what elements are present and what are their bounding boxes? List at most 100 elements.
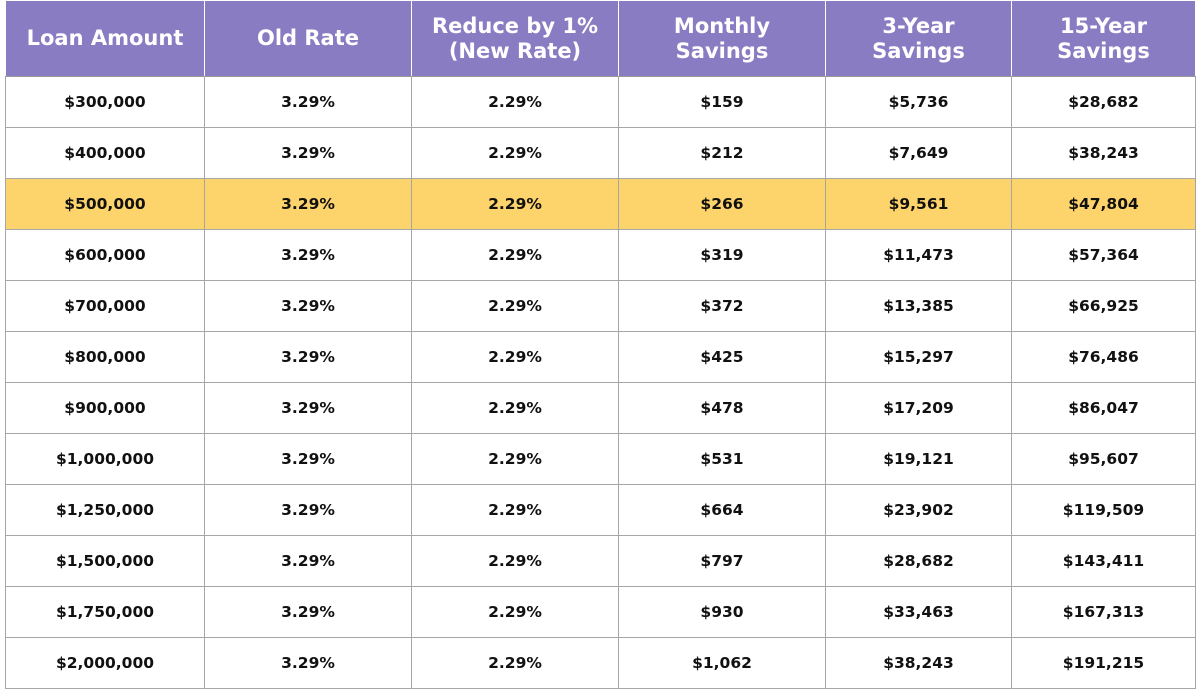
- cell-three-year-savings: $5,736: [825, 76, 1012, 128]
- cell-fifteen-year-savings: $38,243: [1011, 127, 1196, 179]
- column-header-monthly-savings: Monthly Savings: [618, 0, 826, 77]
- cell-new-rate: 2.29%: [411, 484, 619, 536]
- cell-fifteen-year-savings: $66,925: [1011, 280, 1196, 332]
- cell-monthly-savings: $797: [618, 535, 826, 587]
- cell-fifteen-year-savings: $47,804: [1011, 178, 1196, 230]
- column-header-line: 15-Year: [1060, 13, 1147, 38]
- cell-old-rate: 3.29%: [204, 586, 412, 638]
- column-header-line: Savings: [1057, 38, 1150, 63]
- cell-old-rate: 3.29%: [204, 637, 412, 689]
- cell-loan-amount: $700,000: [5, 280, 205, 332]
- column-header-line: Reduce by 1%: [431, 13, 599, 38]
- cell-three-year-savings: $7,649: [825, 127, 1012, 179]
- cell-old-rate: 3.29%: [204, 484, 412, 536]
- cell-three-year-savings: $28,682: [825, 535, 1012, 587]
- cell-loan-amount: $2,000,000: [5, 637, 205, 689]
- table-row: $2,000,000 3.29% 2.29% $1,062 $38,243 $191,21…: [5, 637, 1196, 689]
- cell-loan-amount: $300,000: [5, 76, 205, 128]
- cell-three-year-savings: $15,297: [825, 331, 1012, 383]
- cell-monthly-savings: $212: [618, 127, 826, 179]
- cell-new-rate: 2.29%: [411, 433, 619, 485]
- cell-loan-amount: $1,500,000: [5, 535, 205, 587]
- column-header-line: Old Rate: [256, 26, 360, 50]
- cell-three-year-savings: $11,473: [825, 229, 1012, 281]
- table-row-highlighted: $500,000 3.29% 2.29% $266 $9,561 $47,804: [5, 178, 1196, 230]
- cell-three-year-savings: $13,385: [825, 280, 1012, 332]
- cell-new-rate: 2.29%: [411, 535, 619, 587]
- cell-fifteen-year-savings: $76,486: [1011, 331, 1196, 383]
- column-header-new-rate: Reduce by 1% (New Rate): [411, 0, 619, 77]
- column-header-line: Monthly: [673, 13, 771, 38]
- cell-three-year-savings: $33,463: [825, 586, 1012, 638]
- cell-old-rate: 3.29%: [204, 127, 412, 179]
- cell-three-year-savings: $17,209: [825, 382, 1012, 434]
- cell-fifteen-year-savings: $95,607: [1011, 433, 1196, 485]
- cell-loan-amount: $400,000: [5, 127, 205, 179]
- table-row: $1,750,000 3.29% 2.29% $930 $33,463 $167,313: [5, 586, 1196, 638]
- cell-fifteen-year-savings: $119,509: [1011, 484, 1196, 536]
- cell-monthly-savings: $159: [618, 76, 826, 128]
- column-header-old-rate: Old Rate: [204, 0, 412, 77]
- cell-new-rate: 2.29%: [411, 280, 619, 332]
- table-row: $1,500,000 3.29% 2.29% $797 $28,682 $143,411: [5, 535, 1196, 587]
- table-row: $600,000 3.29% 2.29% $319 $11,473 $57,364: [5, 229, 1196, 281]
- column-header-three-year-savings: 3-Year Savings: [825, 0, 1012, 77]
- cell-monthly-savings: $531: [618, 433, 826, 485]
- cell-three-year-savings: $23,902: [825, 484, 1012, 536]
- cell-monthly-savings: $664: [618, 484, 826, 536]
- table-row: $800,000 3.29% 2.29% $425 $15,297 $76,486: [5, 331, 1196, 383]
- cell-new-rate: 2.29%: [411, 127, 619, 179]
- cell-new-rate: 2.29%: [411, 76, 619, 128]
- column-header-line: 3-Year: [882, 13, 955, 38]
- column-header-line: Loan Amount: [26, 26, 184, 50]
- cell-new-rate: 2.29%: [411, 178, 619, 230]
- cell-new-rate: 2.29%: [411, 229, 619, 281]
- loan-savings-table: Loan Amount Old Rate Reduce by 1% (New Rate…: [5, 0, 1196, 689]
- cell-monthly-savings: $1,062: [618, 637, 826, 689]
- cell-fifteen-year-savings: $57,364: [1011, 229, 1196, 281]
- cell-new-rate: 2.29%: [411, 331, 619, 383]
- cell-loan-amount: $900,000: [5, 382, 205, 434]
- cell-loan-amount: $1,000,000: [5, 433, 205, 485]
- cell-monthly-savings: $425: [618, 331, 826, 383]
- cell-old-rate: 3.29%: [204, 433, 412, 485]
- cell-loan-amount: $1,750,000: [5, 586, 205, 638]
- header-row: Loan Amount Old Rate Reduce by 1% (New Rate…: [5, 0, 1196, 77]
- table-row: $400,000 3.29% 2.29% $212 $7,649 $38,243: [5, 127, 1196, 179]
- cell-new-rate: 2.29%: [411, 637, 619, 689]
- cell-old-rate: 3.29%: [204, 76, 412, 128]
- table-header: Loan Amount Old Rate Reduce by 1% (New Rate…: [5, 0, 1196, 77]
- cell-fifteen-year-savings: $143,411: [1011, 535, 1196, 587]
- cell-fifteen-year-savings: $28,682: [1011, 76, 1196, 128]
- cell-three-year-savings: $38,243: [825, 637, 1012, 689]
- table-row: $900,000 3.29% 2.29% $478 $17,209 $86,047: [5, 382, 1196, 434]
- table-row: $700,000 3.29% 2.29% $372 $13,385 $66,925: [5, 280, 1196, 332]
- column-header-line: (New Rate): [448, 38, 582, 63]
- cell-loan-amount: $800,000: [5, 331, 205, 383]
- cell-three-year-savings: $19,121: [825, 433, 1012, 485]
- cell-three-year-savings: $9,561: [825, 178, 1012, 230]
- cell-loan-amount: $500,000: [5, 178, 205, 230]
- cell-new-rate: 2.29%: [411, 382, 619, 434]
- cell-monthly-savings: $372: [618, 280, 826, 332]
- cell-fifteen-year-savings: $86,047: [1011, 382, 1196, 434]
- column-header-line: Savings: [675, 38, 769, 63]
- cell-new-rate: 2.29%: [411, 586, 619, 638]
- table-body: $300,000 3.29% 2.29% $159 $5,736 $28,682 $400,…: [5, 76, 1196, 689]
- cell-old-rate: 3.29%: [204, 229, 412, 281]
- cell-monthly-savings: $930: [618, 586, 826, 638]
- cell-old-rate: 3.29%: [204, 382, 412, 434]
- column-header-line: Savings: [872, 38, 965, 63]
- cell-monthly-savings: $266: [618, 178, 826, 230]
- cell-old-rate: 3.29%: [204, 280, 412, 332]
- column-header-fifteen-year-savings: 15-Year Savings: [1011, 0, 1196, 77]
- cell-old-rate: 3.29%: [204, 178, 412, 230]
- cell-loan-amount: $600,000: [5, 229, 205, 281]
- cell-monthly-savings: $478: [618, 382, 826, 434]
- cell-fifteen-year-savings: $191,215: [1011, 637, 1196, 689]
- cell-monthly-savings: $319: [618, 229, 826, 281]
- savings-table-container: Loan Amount Old Rate Reduce by 1% (New Rate…: [5, 0, 1196, 689]
- cell-old-rate: 3.29%: [204, 535, 412, 587]
- table-row: $1,250,000 3.29% 2.29% $664 $23,902 $119,509: [5, 484, 1196, 536]
- cell-old-rate: 3.29%: [204, 331, 412, 383]
